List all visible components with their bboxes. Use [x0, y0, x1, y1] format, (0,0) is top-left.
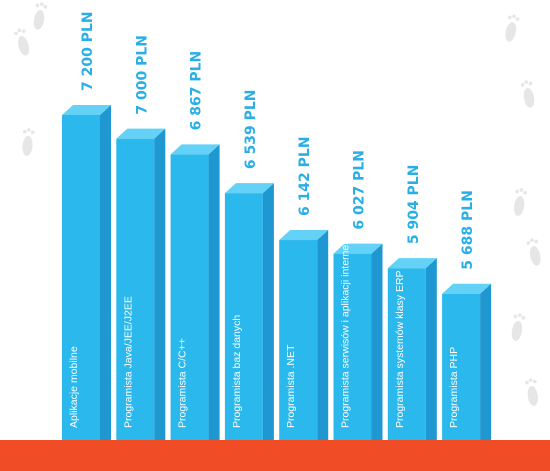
category-label: Programista systemów klasy ERP	[394, 270, 406, 428]
category-label: Programista Java/JEE/J2EE	[122, 296, 134, 428]
value-label: 6 539 PLN	[243, 89, 259, 169]
value-label: 6 142 PLN	[297, 136, 313, 216]
bar-top	[224, 183, 274, 194]
bar-front	[442, 293, 481, 440]
bar-side	[480, 283, 492, 440]
bar-top	[279, 230, 329, 241]
category-label: Programista serwisów i aplikacji interne…	[340, 212, 352, 428]
bar-side	[154, 128, 166, 441]
bars-group: Aplikacje mobilne 7 200 PLN Programista Ja…	[62, 11, 492, 441]
value-label: 6 867 PLN	[189, 51, 205, 131]
bar-front	[333, 253, 372, 440]
bar-front	[387, 268, 426, 440]
footprint-icon	[14, 28, 30, 56]
bar-top	[442, 283, 492, 294]
bar-side	[371, 243, 383, 440]
bar-front	[116, 138, 155, 441]
bar-front	[224, 193, 263, 440]
bar-front	[170, 154, 209, 440]
bar	[116, 128, 166, 441]
footprints-decoration	[14, 2, 541, 406]
bar-front	[279, 240, 318, 440]
bar	[387, 258, 437, 440]
value-label: 5 904 PLN	[406, 165, 422, 245]
bar-top	[62, 105, 111, 115]
footprint-icon	[511, 313, 526, 341]
ground-strip	[0, 440, 550, 471]
bar-side	[317, 230, 329, 440]
footprint-icon	[505, 14, 520, 42]
value-label: 5 688 PLN	[460, 190, 476, 270]
bar-side	[100, 105, 111, 440]
bar	[279, 230, 329, 440]
bar	[333, 243, 383, 440]
bar-top	[387, 258, 437, 269]
category-label: Programista PHP	[448, 347, 460, 428]
bar-top	[116, 128, 166, 139]
footprint-icon	[22, 128, 35, 156]
category-label: Aplikacje mobilne	[68, 346, 80, 428]
footprint-icon	[526, 238, 541, 266]
bar-side	[208, 144, 220, 440]
bar	[170, 144, 220, 440]
value-label: 6 027 PLN	[352, 150, 368, 230]
bar-front	[62, 115, 100, 440]
bar	[62, 105, 111, 440]
value-label: 7 200 PLN	[80, 11, 96, 91]
bar	[224, 183, 274, 441]
category-label: Programista .NET	[285, 344, 297, 428]
bar	[442, 283, 492, 440]
bar-top	[170, 144, 220, 155]
bar-side	[425, 258, 437, 440]
value-label: 7 000 PLN	[134, 35, 150, 115]
footprint-icon	[525, 378, 538, 406]
footprint-icon	[520, 80, 535, 108]
bar-top	[333, 243, 383, 254]
category-label: Programista C/C++	[177, 338, 189, 428]
bar-side	[262, 183, 274, 441]
footprint-icon	[33, 2, 48, 30]
category-label: Programista baz danych	[231, 315, 243, 428]
footprint-icon	[514, 188, 527, 216]
